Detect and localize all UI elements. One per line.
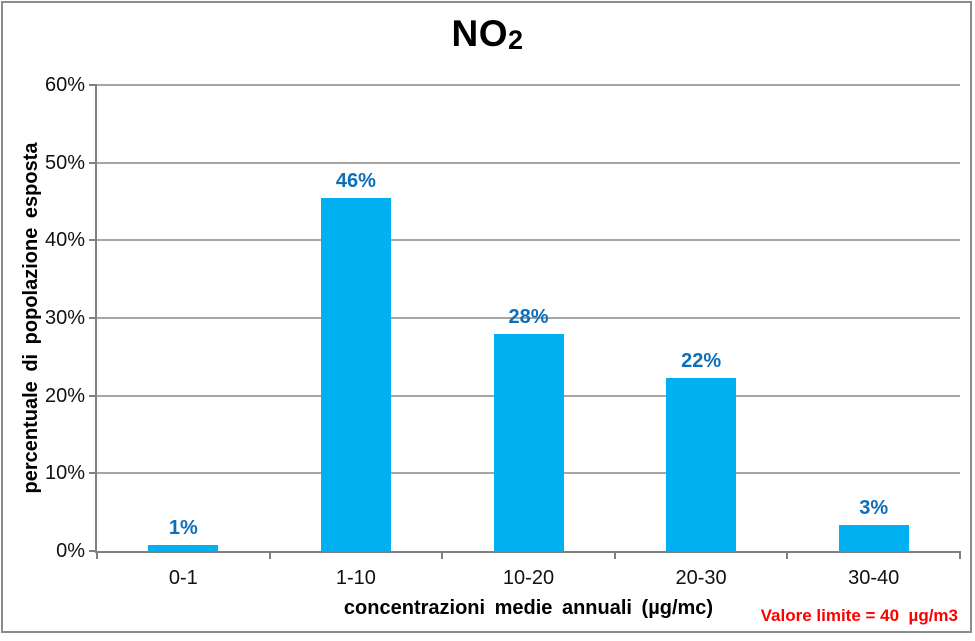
y-tick-label: 60% bbox=[44, 74, 85, 96]
bar-value-label: 28% bbox=[508, 305, 549, 328]
x-axis-line bbox=[95, 551, 960, 553]
y-tick-label: 30% bbox=[44, 307, 85, 329]
y-axis-tick bbox=[89, 239, 97, 242]
gridline bbox=[97, 84, 960, 86]
y-axis-tick bbox=[89, 317, 97, 319]
x-category-label: 1-10 bbox=[335, 567, 376, 589]
y-axis-tick bbox=[89, 550, 97, 552]
y-axis-title: percentuale di popolazione esposta bbox=[20, 142, 42, 494]
y-axis-tick bbox=[89, 84, 97, 86]
bar bbox=[493, 333, 564, 551]
x-axis-tick bbox=[613, 551, 616, 559]
y-axis-line bbox=[95, 85, 97, 553]
y-axis-tick bbox=[89, 394, 97, 397]
gridline bbox=[97, 317, 960, 319]
x-axis-tick bbox=[786, 551, 789, 559]
bar bbox=[666, 377, 737, 551]
bar-value-label: 22% bbox=[681, 349, 722, 372]
y-tick-label: 50% bbox=[44, 151, 85, 174]
bar-value-label: 3% bbox=[859, 497, 889, 520]
gridline bbox=[97, 239, 960, 242]
x-axis-tick bbox=[96, 551, 98, 559]
x-axis-title: concentrazioni medie annuali (µg/mc) bbox=[343, 597, 714, 619]
y-axis-tick bbox=[89, 161, 97, 164]
y-tick-label: 10% bbox=[44, 462, 85, 485]
y-tick-label: 40% bbox=[44, 229, 85, 252]
x-category-label: 20-30 bbox=[675, 567, 727, 589]
y-tick-label: 20% bbox=[44, 384, 85, 407]
x-axis-tick bbox=[441, 551, 444, 559]
bar bbox=[838, 525, 909, 551]
gridline bbox=[97, 161, 960, 164]
chart-title-subscript: 2 bbox=[507, 25, 524, 55]
bar bbox=[148, 544, 219, 551]
bar-value-label: 1% bbox=[168, 516, 198, 539]
bar-value-label: 46% bbox=[335, 169, 376, 192]
y-tick-label: 0% bbox=[56, 540, 85, 562]
x-category-label: 30-40 bbox=[848, 567, 900, 589]
limit-value-note: Valore limite = 40 µg/m3 bbox=[760, 606, 958, 625]
x-category-label: 0-1 bbox=[168, 567, 198, 589]
x-axis-tick bbox=[268, 551, 271, 559]
chart-title: NO2 bbox=[0, 13, 975, 55]
bar bbox=[320, 197, 391, 551]
x-category-label: 10-20 bbox=[502, 567, 555, 589]
y-axis-tick bbox=[89, 472, 97, 475]
x-axis-tick bbox=[959, 551, 961, 559]
chart-title-text: NO bbox=[451, 13, 508, 54]
